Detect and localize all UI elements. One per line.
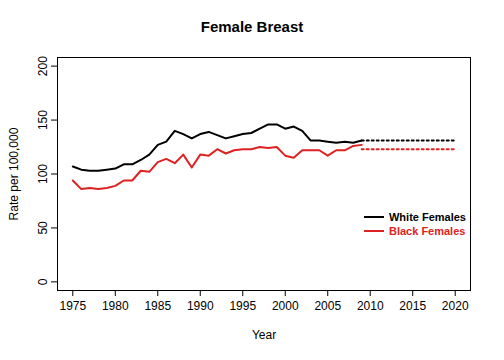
svg-text:50: 50 [36, 221, 50, 235]
html-text:Female Breast: Female Breast [200, 18, 304, 35]
svg-text:2015: 2015 [399, 299, 426, 313]
svg-text:2010: 2010 [357, 299, 384, 313]
html-text:White Females: White Females [389, 211, 466, 223]
svg-text:1995: 1995 [229, 299, 256, 313]
svg-text:1990: 1990 [187, 299, 214, 313]
svg-text:0: 0 [36, 278, 50, 285]
svg-text:2005: 2005 [314, 299, 341, 313]
svg-text:100: 100 [36, 164, 50, 184]
svg-text:Rate per 100,000: Rate per 100,000 [7, 127, 21, 220]
svg-text:Year: Year [252, 328, 276, 342]
svg-text:2020: 2020 [442, 299, 469, 313]
svg-text:200: 200 [36, 56, 50, 76]
html-text:Black Females: Black Females [389, 225, 466, 237]
svg-text:1985: 1985 [144, 299, 171, 313]
svg-text:1980: 1980 [102, 299, 129, 313]
svg-text:150: 150 [36, 110, 50, 130]
svg-text:2000: 2000 [272, 299, 299, 313]
svg-text:1975: 1975 [59, 299, 86, 313]
